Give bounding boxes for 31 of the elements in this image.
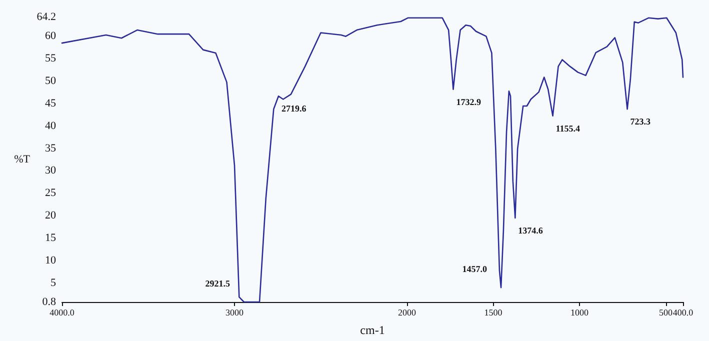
annotation: 2719.6: [281, 104, 307, 114]
y-tick-label: 10: [45, 254, 56, 267]
y-axis-title: %T: [14, 154, 30, 166]
x-tick-label: 1000: [570, 308, 589, 318]
y-tick-label: 40: [45, 120, 56, 132]
x-tick-label: 2000: [398, 308, 416, 318]
y-tick-label: 5: [50, 277, 56, 290]
x-tick-label: 500: [659, 308, 673, 318]
annotation: 1732.9: [456, 96, 482, 107]
y-tick-label: 20: [45, 210, 56, 222]
x-tick-label: 400.0: [672, 308, 694, 318]
x-tick-label: 1500: [484, 308, 503, 318]
y-tick-label: 35: [45, 142, 56, 154]
y-tick-label: 60: [45, 30, 56, 42]
y-tick-label: 30: [45, 164, 56, 177]
line-series: [61, 17, 684, 303]
annotation: 1155.4: [556, 123, 581, 134]
y-tick-label: 25: [45, 187, 56, 200]
x-tick-label: 4000.0: [50, 308, 75, 318]
y-tick-label: 0.8: [42, 296, 56, 308]
annotation: 1457.0: [462, 264, 488, 274]
y-tick-label: 45: [45, 97, 56, 110]
y-tick-label: 50: [45, 74, 56, 87]
annotation: 723.3: [630, 116, 652, 127]
y-tick-label: 55: [45, 52, 56, 64]
annotation: 1374.6: [518, 225, 544, 236]
y-tick-label: 15: [45, 232, 56, 244]
x-tick-label: 3000: [226, 308, 244, 318]
y-tick-label: 64.2: [36, 11, 56, 23]
x-axis-title: cm-1: [360, 323, 385, 337]
annotation: 2921.5: [205, 278, 230, 288]
